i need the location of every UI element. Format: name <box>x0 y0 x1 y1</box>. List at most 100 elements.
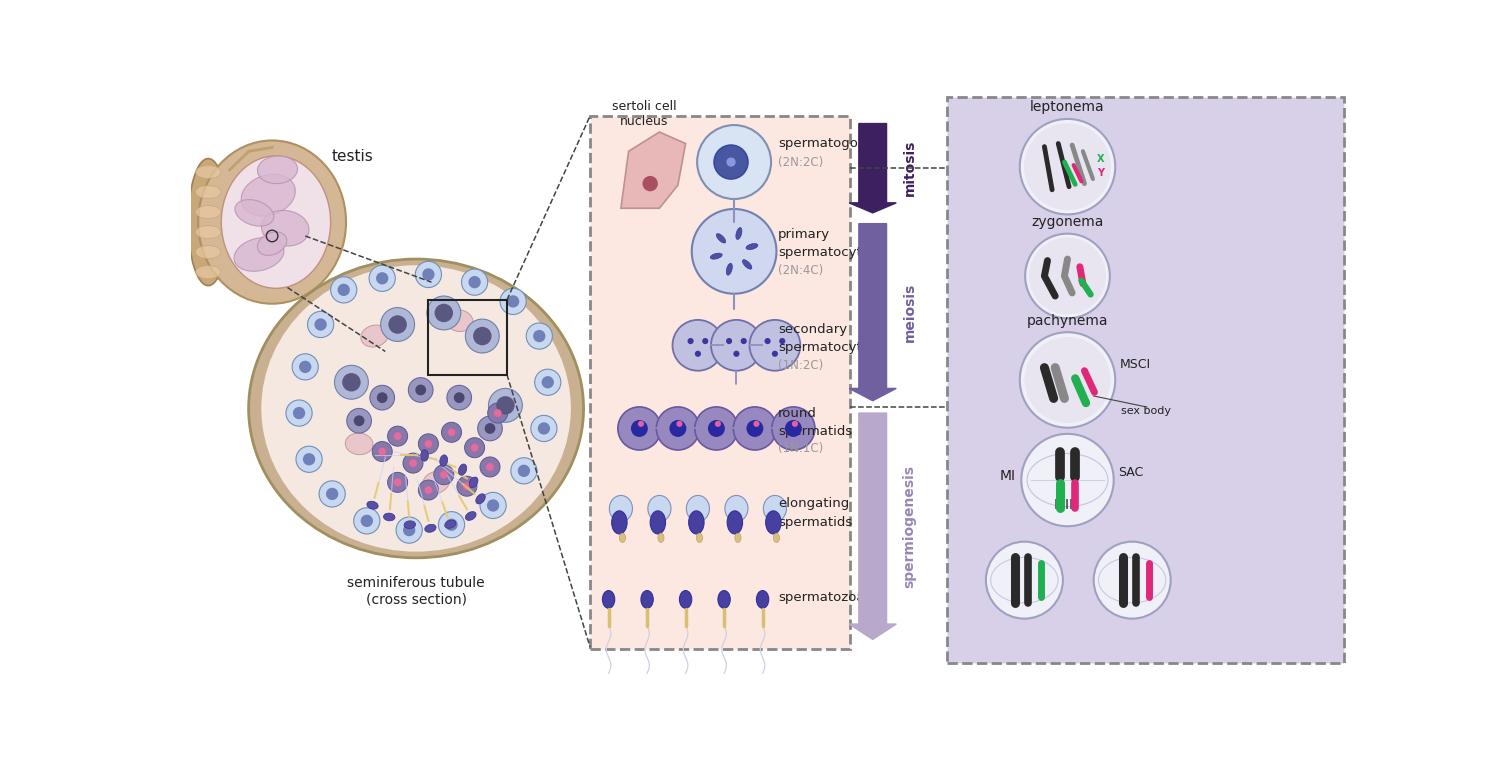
Circle shape <box>642 176 658 192</box>
Ellipse shape <box>609 496 633 521</box>
Text: MI: MI <box>999 469 1016 483</box>
Text: (1N:1C): (1N:1C) <box>778 442 824 455</box>
Ellipse shape <box>650 511 666 534</box>
Circle shape <box>330 277 357 303</box>
Ellipse shape <box>724 496 748 521</box>
Circle shape <box>433 464 454 485</box>
Text: secondary: secondary <box>778 324 847 337</box>
Circle shape <box>315 318 327 331</box>
Ellipse shape <box>620 534 626 543</box>
Text: testis: testis <box>332 149 374 164</box>
Circle shape <box>394 479 402 486</box>
Ellipse shape <box>470 477 478 488</box>
Text: spermatocytes: spermatocytes <box>778 341 877 354</box>
Text: MII: MII <box>1053 499 1074 512</box>
Circle shape <box>741 338 747 344</box>
Circle shape <box>419 480 438 500</box>
Circle shape <box>458 477 477 496</box>
Ellipse shape <box>465 511 476 521</box>
Circle shape <box>484 423 495 434</box>
Circle shape <box>518 464 530 477</box>
Circle shape <box>394 432 402 440</box>
Circle shape <box>303 453 315 465</box>
Text: spermatids: spermatids <box>778 425 852 438</box>
Circle shape <box>480 457 500 477</box>
Ellipse shape <box>717 233 726 243</box>
Circle shape <box>784 420 802 437</box>
Text: (2N:2C): (2N:2C) <box>778 157 824 169</box>
Circle shape <box>1024 337 1110 423</box>
Circle shape <box>387 426 408 446</box>
Ellipse shape <box>736 227 742 239</box>
Ellipse shape <box>258 232 286 255</box>
Text: SAC: SAC <box>1119 466 1143 479</box>
Circle shape <box>480 492 506 518</box>
Circle shape <box>1094 542 1170 619</box>
Circle shape <box>672 320 723 371</box>
Circle shape <box>424 486 432 494</box>
Text: leptonema: leptonema <box>1030 100 1106 114</box>
Circle shape <box>657 407 699 450</box>
Text: zygonema: zygonema <box>1032 215 1104 229</box>
Circle shape <box>500 288 526 315</box>
Text: (2N:4C): (2N:4C) <box>778 264 824 277</box>
Text: seminiferous tubule
(cross section): seminiferous tubule (cross section) <box>348 576 484 606</box>
Ellipse shape <box>476 494 484 504</box>
Circle shape <box>346 408 372 433</box>
Ellipse shape <box>688 511 703 534</box>
Ellipse shape <box>362 325 388 347</box>
Circle shape <box>532 330 546 342</box>
Ellipse shape <box>195 205 220 219</box>
Ellipse shape <box>420 450 429 461</box>
Ellipse shape <box>446 310 472 331</box>
Circle shape <box>465 319 500 353</box>
Circle shape <box>447 385 471 410</box>
Circle shape <box>1020 332 1116 428</box>
Text: Y: Y <box>1096 168 1104 178</box>
Circle shape <box>370 385 394 410</box>
Circle shape <box>472 327 492 345</box>
Circle shape <box>489 388 522 423</box>
Circle shape <box>702 338 708 344</box>
Text: spermiogenesis: spermiogenesis <box>903 465 916 587</box>
Circle shape <box>372 442 392 461</box>
Ellipse shape <box>658 534 664 543</box>
Circle shape <box>477 416 502 441</box>
Circle shape <box>714 145 748 179</box>
Circle shape <box>292 353 318 380</box>
Circle shape <box>292 407 304 420</box>
Circle shape <box>526 323 552 349</box>
Circle shape <box>692 209 777 293</box>
Circle shape <box>772 350 778 357</box>
Ellipse shape <box>195 166 220 179</box>
Text: sertoli cell
nucleus: sertoli cell nucleus <box>612 100 676 128</box>
Ellipse shape <box>765 511 782 534</box>
Ellipse shape <box>459 464 466 475</box>
Circle shape <box>694 407 738 450</box>
Circle shape <box>496 396 514 415</box>
Circle shape <box>488 403 507 423</box>
Circle shape <box>454 392 465 403</box>
Ellipse shape <box>640 591 652 608</box>
Circle shape <box>360 515 374 527</box>
Circle shape <box>404 453 423 473</box>
Circle shape <box>354 416 364 426</box>
Circle shape <box>286 400 312 426</box>
Circle shape <box>471 444 478 451</box>
Circle shape <box>438 511 465 538</box>
FancyBboxPatch shape <box>590 116 849 650</box>
Ellipse shape <box>234 238 284 271</box>
Circle shape <box>726 157 735 166</box>
Circle shape <box>419 434 438 454</box>
Circle shape <box>376 392 387 403</box>
Circle shape <box>435 304 453 322</box>
Circle shape <box>378 448 386 455</box>
Circle shape <box>726 338 732 344</box>
Circle shape <box>708 420 724 437</box>
Ellipse shape <box>368 501 378 509</box>
Circle shape <box>326 488 339 500</box>
Text: primary: primary <box>778 228 830 241</box>
Ellipse shape <box>384 513 394 521</box>
Circle shape <box>1022 434 1113 526</box>
Ellipse shape <box>198 141 346 304</box>
